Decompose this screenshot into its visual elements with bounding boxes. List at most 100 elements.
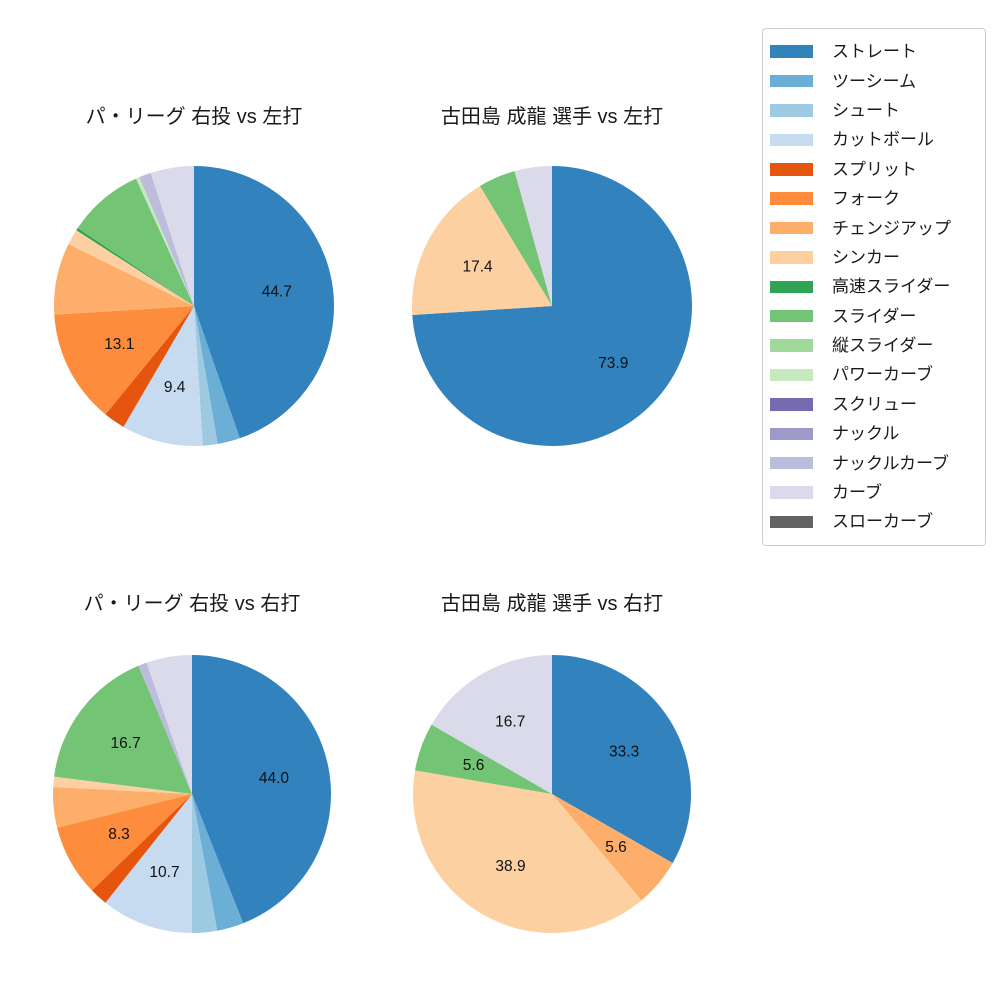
legend-item-knuckle-curve: ナックルカーブ bbox=[770, 448, 985, 477]
pie-slice-cutball bbox=[123, 306, 203, 446]
legend-item-two-seam: ツーシーム bbox=[770, 66, 985, 95]
legend-item-fork: フォーク bbox=[770, 184, 985, 213]
legend-label-slow-curve: スローカーブ bbox=[832, 512, 933, 532]
legend-swatch-high-speed-slider bbox=[770, 280, 813, 294]
legend-swatch-straight bbox=[770, 45, 813, 58]
pie-chart-kotajima-vs-left: 73.9 17.4 bbox=[412, 166, 692, 446]
pct-label-straight: 73.9 bbox=[598, 355, 628, 372]
pct-label-fork: 8.3 bbox=[108, 826, 130, 843]
legend-swatch-vertical-slider bbox=[770, 339, 813, 352]
legend-label-cutball: カットボール bbox=[832, 130, 934, 150]
pie-slice-sinker bbox=[412, 185, 552, 316]
legend-label-high-speed-slider: 高速スライダー bbox=[832, 277, 951, 297]
legend-label-power-curve: パワーカーブ bbox=[832, 365, 933, 385]
legend-label-straight: ストレート bbox=[832, 42, 917, 62]
pie-slice-straight bbox=[192, 655, 332, 924]
legend-label-changeup: チェンジアップ bbox=[832, 218, 951, 238]
pct-label-straight: 44.0 bbox=[259, 770, 290, 787]
legend-swatch-fork bbox=[770, 192, 813, 205]
legend-swatch-knuckle bbox=[770, 427, 813, 441]
legend-label-split: スプリット bbox=[832, 159, 917, 179]
legend-label-vertical-slider: 縦スライダー bbox=[832, 336, 934, 356]
legend-item-slow-curve: スローカーブ bbox=[770, 507, 985, 536]
pct-label-fork: 13.1 bbox=[104, 336, 134, 353]
legend-label-sinker: シンカー bbox=[832, 247, 900, 267]
legend-item-sinker: シンカー bbox=[770, 243, 985, 272]
pie-slice-slider bbox=[54, 665, 193, 794]
legend-label-shoot: シュート bbox=[832, 100, 900, 120]
pie-slice-changeup bbox=[53, 787, 193, 828]
pie-slice-fork bbox=[54, 306, 194, 415]
pie-slice-curve bbox=[514, 166, 552, 306]
pie-slice-split bbox=[105, 306, 194, 427]
pct-label-sinker: 38.9 bbox=[495, 858, 525, 875]
pct-label-cutball: 10.7 bbox=[149, 864, 179, 881]
pie-title-kotajima-vs-left: 古田島 成龍 選手 vs 左打 bbox=[440, 106, 664, 128]
legend-item-knuckle: ナックル bbox=[770, 419, 985, 448]
legend-swatch-changeup bbox=[770, 221, 813, 235]
pct-label-slider: 16.7 bbox=[111, 735, 141, 752]
pie-slice-two-seam bbox=[192, 794, 244, 931]
pie-slice-slider bbox=[415, 724, 552, 794]
legend-item-changeup: チェンジアップ bbox=[770, 213, 985, 242]
legend-item-power-curve: パワーカーブ bbox=[770, 360, 985, 389]
legend-label-knuckle: ナックル bbox=[832, 424, 900, 444]
legend-item-straight: ストレート bbox=[770, 37, 985, 66]
legend-item-shoot: シュート bbox=[770, 96, 985, 125]
legend-label-two-seam: ツーシーム bbox=[832, 71, 917, 91]
pie-slice-straight bbox=[412, 166, 692, 446]
legend: ストレートツーシームシュートカットボール スプリットフォークチェンジアップ シンカー… bbox=[762, 28, 986, 546]
legend-swatch-slow-curve bbox=[770, 515, 813, 529]
pie-slice-sinker bbox=[53, 776, 192, 794]
legend-item-curve: カーブ bbox=[770, 478, 985, 507]
pie-slice-cutball bbox=[105, 794, 192, 933]
legend-label-curve: カーブ bbox=[832, 483, 882, 503]
pie-slice-changeup bbox=[53, 244, 194, 315]
pie-slice-high-speed-slider bbox=[76, 228, 194, 306]
pie-title-pa-league-vs-right: パ・リーグ 右投 vs 右打 bbox=[83, 593, 301, 615]
pie-slice-two-seam bbox=[194, 306, 240, 444]
pct-label-straight: 44.7 bbox=[262, 284, 292, 301]
legend-swatch-screw bbox=[770, 398, 813, 411]
legend-label-slider: スライダー bbox=[832, 306, 917, 326]
pie-slice-curve bbox=[431, 655, 552, 794]
legend-item-split: スプリット bbox=[770, 155, 985, 184]
pie-chart-pa-league-vs-right: 44.0 10.7 8.3 16.7 bbox=[53, 655, 332, 933]
legend-item-screw: スクリュー bbox=[770, 390, 985, 419]
pie-slice-knuckle-curve bbox=[138, 662, 192, 794]
pct-label-slider: 5.6 bbox=[463, 757, 485, 774]
pie-title-kotajima-vs-right: 古田島 成龍 選手 vs 右打 bbox=[440, 593, 664, 615]
pie-slice-sinker bbox=[68, 230, 194, 306]
pie-slice-power-curve bbox=[135, 177, 194, 306]
legend-label-screw: スクリュー bbox=[832, 394, 917, 414]
pct-label-sinker: 17.4 bbox=[463, 259, 494, 276]
pie-slice-straight bbox=[194, 166, 334, 439]
legend-item-vertical-slider: 縦スライダー bbox=[770, 331, 985, 360]
legend-swatch-curve bbox=[770, 486, 813, 499]
pie-slice-straight bbox=[552, 655, 691, 863]
legend-swatch-two-seam bbox=[770, 74, 813, 88]
pct-label-cutball: 9.4 bbox=[164, 379, 186, 396]
pct-label-straight: 33.3 bbox=[609, 744, 639, 761]
legend-item-cutball: カットボール bbox=[770, 125, 985, 154]
legend-swatch-knuckle-curve bbox=[770, 456, 813, 470]
pie-slice-shoot bbox=[194, 306, 218, 446]
pie-slice-changeup bbox=[552, 794, 673, 901]
legend-item-slider: スライダー bbox=[770, 302, 985, 331]
pie-slice-slider bbox=[479, 171, 552, 306]
pie-slice-slider bbox=[77, 178, 194, 306]
legend-swatch-sinker bbox=[770, 251, 813, 264]
pct-label-curve: 16.7 bbox=[495, 713, 525, 730]
pie-slice-shoot bbox=[192, 794, 218, 933]
legend-swatch-split bbox=[770, 163, 813, 176]
legend-label-knuckle-curve: ナックルカーブ bbox=[832, 453, 949, 473]
legend-swatch-slider bbox=[770, 309, 813, 323]
pie-slice-curve bbox=[150, 166, 194, 306]
legend-label-fork: フォーク bbox=[832, 189, 900, 209]
pct-label-changeup: 5.6 bbox=[605, 839, 627, 856]
legend-item-high-speed-slider: 高速スライダー bbox=[770, 272, 985, 301]
pie-slice-curve bbox=[146, 655, 192, 794]
legend-swatch-cutball bbox=[770, 133, 813, 147]
pie-chart-pa-league-vs-left: 44.7 9.4 13.1 bbox=[53, 166, 334, 446]
